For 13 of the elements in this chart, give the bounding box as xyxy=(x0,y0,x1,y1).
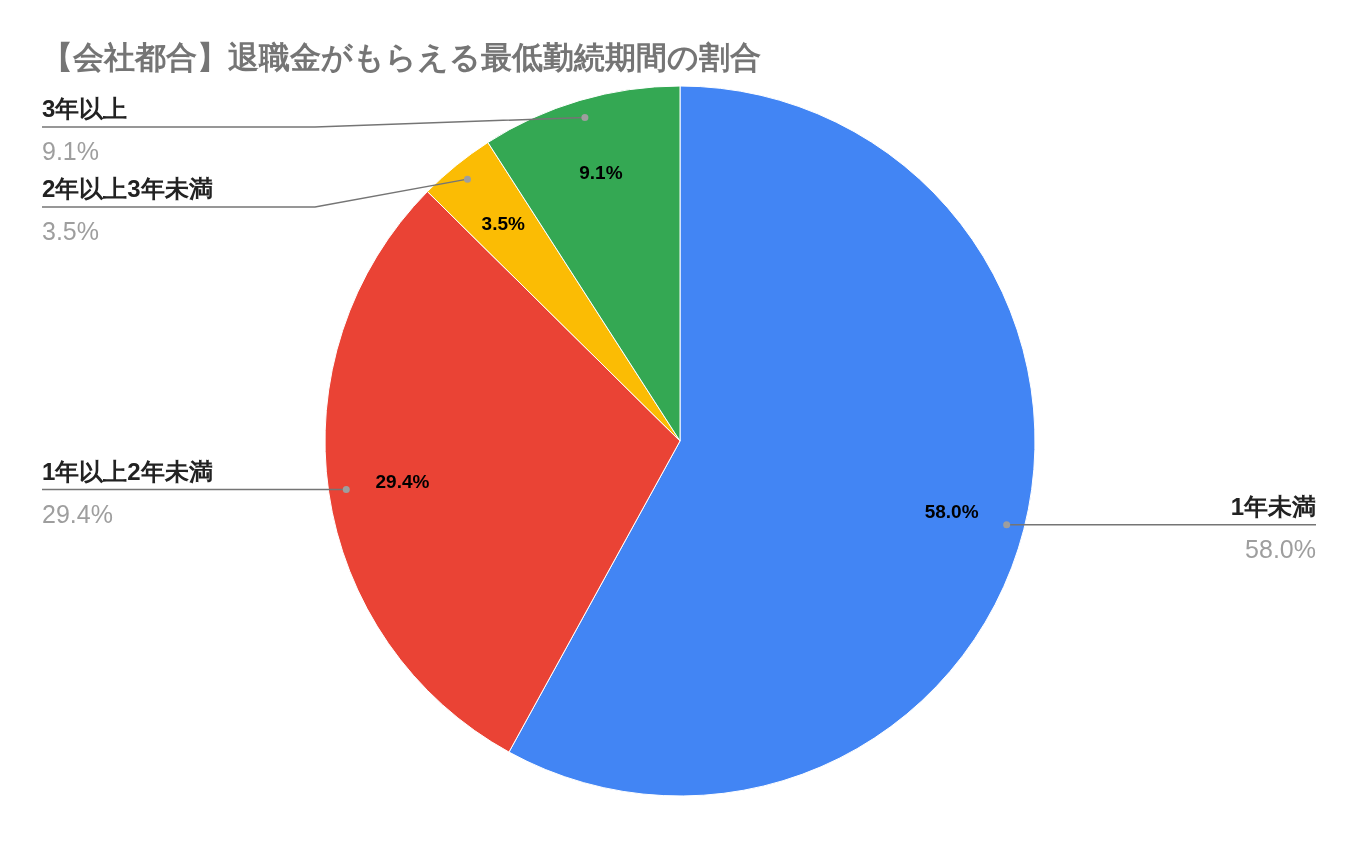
slice-label: 1年以上2年未満 xyxy=(42,457,213,485)
text: 9.1% xyxy=(42,137,99,165)
text: 58.0% xyxy=(1245,534,1316,563)
data-label: 9.1% xyxy=(579,161,623,183)
data-label: 58.0% xyxy=(924,500,979,522)
data-label: 3.5% xyxy=(481,213,526,235)
text: 3.5% xyxy=(42,217,99,245)
data-label: 29.4% xyxy=(375,471,430,493)
slice-label: 1年未満 xyxy=(1230,492,1316,520)
slice-label: 2年以上3年未満 xyxy=(42,175,213,202)
text: 29.4% xyxy=(42,499,113,528)
chart-title: 【会社都合】退職金がもらえる最低勤続期間の割合 xyxy=(42,40,761,75)
slice-label: 3年以上 xyxy=(42,95,128,122)
